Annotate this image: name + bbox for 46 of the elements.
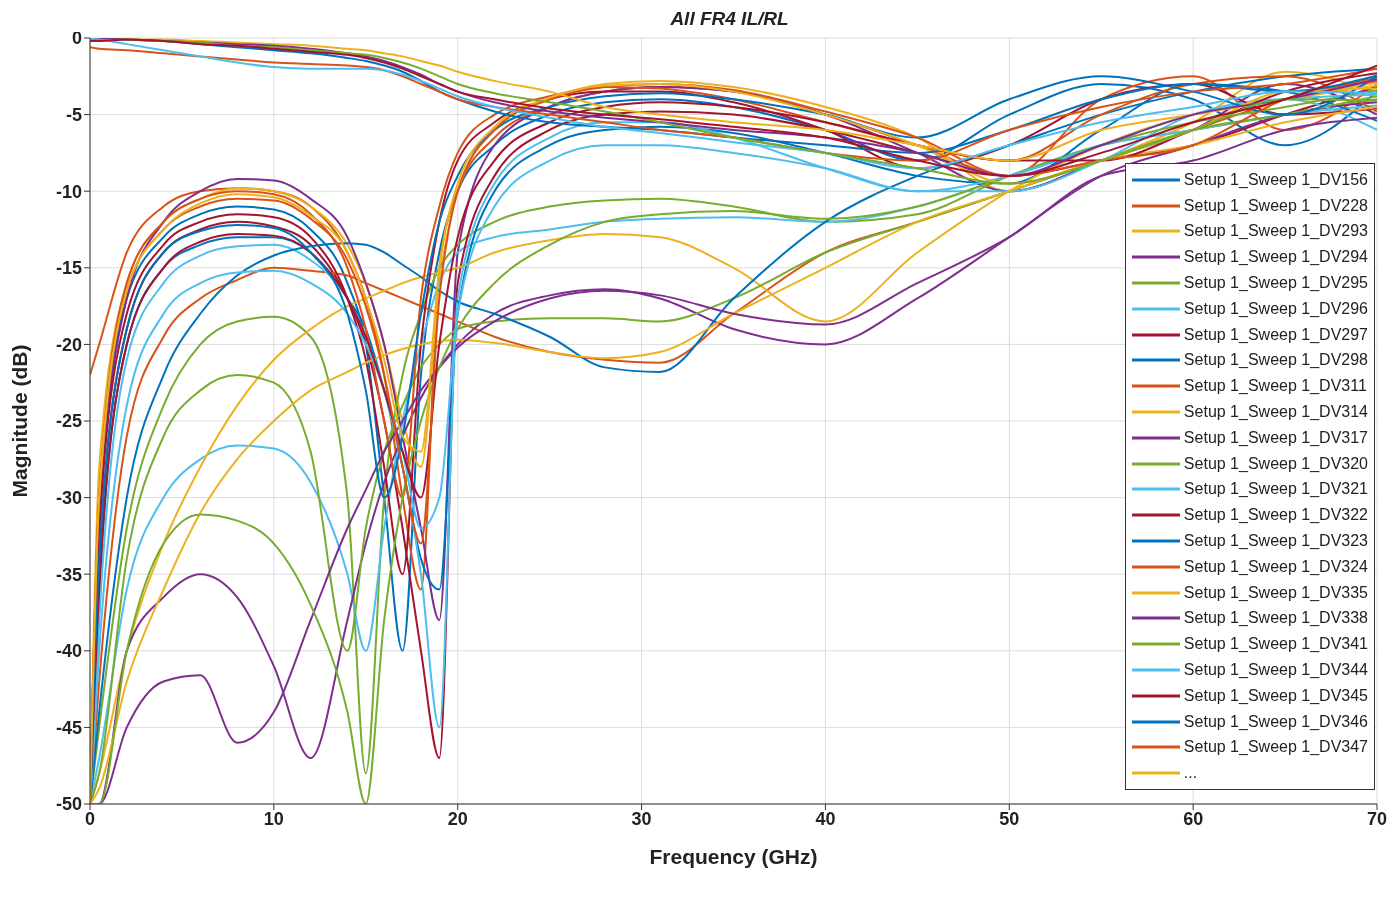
x-tick-label: 30 <box>631 808 652 829</box>
y-tick-label: -50 <box>55 794 82 815</box>
x-tick-label: 50 <box>999 808 1020 829</box>
legend-label: Setup 1_Sweep 1_DV322 <box>1183 506 1368 525</box>
y-tick-label: -10 <box>55 181 82 202</box>
x-tick-label: 10 <box>263 808 284 829</box>
x-tick-label: 70 <box>1366 808 1388 829</box>
y-tick-label: -15 <box>55 258 82 279</box>
legend-label: Setup 1_Sweep 1_DV347 <box>1183 738 1368 757</box>
legend-label: Setup 1_Sweep 1_DV298 <box>1183 351 1368 370</box>
y-tick-label: -35 <box>55 564 82 585</box>
legend-label: Setup 1_Sweep 1_DV296 <box>1183 299 1368 318</box>
x-tick-label: 60 <box>1183 808 1204 829</box>
chart-title: All FR4 IL/RL <box>670 8 789 29</box>
y-tick-label: -30 <box>55 487 82 508</box>
legend-label: Setup 1_Sweep 1_DV321 <box>1183 480 1368 499</box>
legend-label: Setup 1_Sweep 1_DV156 <box>1183 170 1368 189</box>
x-tick-label: 40 <box>815 808 836 829</box>
legend-label: Setup 1_Sweep 1_DV228 <box>1183 196 1368 215</box>
legend-label: Setup 1_Sweep 1_DV311 <box>1183 377 1367 396</box>
y-axis-title: Magnitude (dB) <box>8 344 32 498</box>
legend-label: Setup 1_Sweep 1_DV335 <box>1183 583 1368 602</box>
legend-label: ... <box>1183 764 1198 783</box>
legend-label: Setup 1_Sweep 1_DV320 <box>1183 454 1368 473</box>
x-axis-title: Frequency (GHz) <box>649 845 818 868</box>
legend-label: Setup 1_Sweep 1_DV345 <box>1183 686 1368 705</box>
legend-label: Setup 1_Sweep 1_DV317 <box>1183 428 1368 447</box>
legend-label: Setup 1_Sweep 1_DV294 <box>1183 248 1368 267</box>
y-tick-label: -40 <box>55 641 82 662</box>
legend-label: Setup 1_Sweep 1_DV293 <box>1183 222 1368 241</box>
legend-label: Setup 1_Sweep 1_DV295 <box>1183 273 1368 292</box>
y-tick-label: -45 <box>55 717 82 738</box>
y-tick-label: -20 <box>55 334 82 355</box>
legend-label: Setup 1_Sweep 1_DV341 <box>1183 635 1368 654</box>
legend-label: Setup 1_Sweep 1_DV338 <box>1183 609 1368 628</box>
y-tick-label: 0 <box>71 28 82 49</box>
y-tick-label: -25 <box>55 411 82 432</box>
legend-label: Setup 1_Sweep 1_DV324 <box>1183 557 1368 576</box>
legend-label: Setup 1_Sweep 1_DV314 <box>1183 402 1368 421</box>
legend-label: Setup 1_Sweep 1_DV297 <box>1183 325 1368 344</box>
legend-label: Setup 1_Sweep 1_DV344 <box>1183 660 1368 679</box>
x-tick-label: 20 <box>447 808 468 829</box>
legend-label: Setup 1_Sweep 1_DV323 <box>1183 531 1368 550</box>
x-tick-label: 0 <box>84 808 96 829</box>
y-tick-label: -5 <box>65 104 82 125</box>
legend-label: Setup 1_Sweep 1_DV346 <box>1183 712 1368 731</box>
